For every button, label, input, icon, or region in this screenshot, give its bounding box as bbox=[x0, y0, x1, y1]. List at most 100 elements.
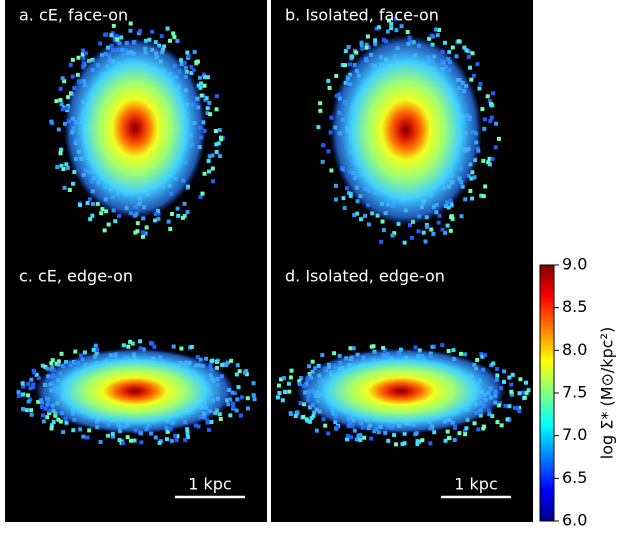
image-pixel bbox=[199, 81, 204, 86]
image-pixel bbox=[58, 98, 63, 103]
image-pixel bbox=[488, 119, 493, 124]
image-pixel bbox=[379, 239, 384, 244]
image-pixel bbox=[286, 381, 291, 386]
image-pixel bbox=[128, 339, 133, 344]
image-pixel bbox=[172, 35, 177, 40]
image-pixel bbox=[466, 49, 471, 54]
image-pixel bbox=[138, 339, 143, 344]
image-pixel bbox=[81, 61, 86, 66]
image-pixel bbox=[430, 344, 435, 349]
image-pixel bbox=[314, 428, 319, 433]
image-pixel bbox=[210, 153, 215, 158]
image-pixel bbox=[448, 228, 453, 233]
image-pixel bbox=[71, 428, 76, 433]
image-pixel bbox=[140, 234, 145, 239]
image-pixel bbox=[193, 423, 198, 428]
image-pixel bbox=[235, 363, 240, 368]
image-pixel bbox=[209, 359, 214, 364]
image-pixel bbox=[210, 179, 215, 184]
image-pixel bbox=[60, 76, 65, 81]
image-pixel bbox=[446, 349, 451, 354]
image-pixel bbox=[173, 433, 178, 438]
image-pixel bbox=[164, 437, 169, 442]
image-pixel bbox=[234, 408, 239, 413]
image-pixel bbox=[362, 435, 367, 440]
image-pixel bbox=[509, 389, 514, 394]
image-pixel bbox=[128, 21, 133, 26]
image-pixel bbox=[332, 351, 337, 356]
image-pixel bbox=[518, 377, 523, 382]
image-pixel bbox=[505, 417, 510, 422]
image-pixel bbox=[85, 435, 90, 440]
image-pixel bbox=[394, 28, 399, 33]
image-pixel bbox=[204, 356, 209, 361]
image-pixel bbox=[427, 36, 432, 41]
image-pixel bbox=[200, 191, 205, 196]
image-pixel bbox=[228, 413, 233, 418]
image-pixel bbox=[225, 360, 230, 365]
image-pixel bbox=[40, 363, 45, 368]
image-pixel bbox=[463, 432, 468, 437]
image-pixel bbox=[431, 232, 436, 237]
image-pixel bbox=[276, 383, 281, 388]
image-pixel bbox=[50, 358, 55, 363]
image-pixel bbox=[59, 351, 64, 356]
image-pixel bbox=[345, 433, 350, 438]
image-pixel bbox=[136, 31, 141, 36]
image-pixel bbox=[442, 40, 447, 45]
image-pixel bbox=[55, 165, 60, 170]
image-pixel bbox=[182, 201, 187, 206]
image-pixel bbox=[522, 395, 527, 400]
image-pixel bbox=[275, 395, 280, 400]
image-pixel bbox=[386, 438, 391, 443]
image-pixel bbox=[374, 26, 379, 31]
image-pixel bbox=[169, 438, 174, 443]
image-pixel bbox=[475, 62, 480, 67]
image-pixel bbox=[112, 38, 117, 43]
image-pixel bbox=[196, 83, 201, 88]
image-pixel bbox=[56, 359, 61, 364]
image-pixel bbox=[385, 29, 390, 34]
galaxy-image bbox=[296, 348, 506, 434]
image-pixel bbox=[450, 216, 455, 221]
image-pixel bbox=[126, 344, 131, 349]
image-pixel bbox=[346, 44, 351, 49]
image-pixel bbox=[169, 211, 174, 216]
image-pixel bbox=[152, 344, 157, 349]
image-pixel bbox=[41, 419, 46, 424]
image-pixel bbox=[432, 430, 437, 435]
image-pixel bbox=[208, 112, 213, 117]
image-pixel bbox=[453, 425, 458, 430]
image-pixel bbox=[176, 213, 181, 218]
image-pixel bbox=[64, 420, 69, 425]
image-pixel bbox=[469, 176, 474, 181]
colorbar-tick-label: 7.5 bbox=[562, 383, 587, 402]
image-pixel bbox=[371, 344, 376, 349]
image-pixel bbox=[462, 45, 467, 50]
image-pixel bbox=[24, 408, 29, 413]
panel-title: a. cE, face-on bbox=[19, 6, 128, 25]
image-pixel bbox=[201, 72, 206, 77]
image-pixel bbox=[203, 98, 208, 103]
image-pixel bbox=[447, 436, 452, 441]
image-pixel bbox=[389, 26, 394, 31]
image-pixel bbox=[392, 231, 397, 236]
image-pixel bbox=[480, 354, 485, 359]
image-pixel bbox=[214, 359, 219, 364]
image-pixel bbox=[307, 364, 312, 369]
image-pixel bbox=[326, 431, 331, 436]
image-pixel bbox=[133, 230, 138, 235]
image-pixel bbox=[499, 423, 504, 428]
image-pixel bbox=[472, 421, 477, 426]
image-pixel bbox=[299, 376, 304, 381]
image-pixel bbox=[135, 229, 140, 234]
image-pixel bbox=[70, 74, 75, 79]
image-pixel bbox=[121, 441, 126, 446]
image-pixel bbox=[486, 160, 491, 165]
image-pixel bbox=[157, 440, 162, 445]
image-pixel bbox=[251, 393, 256, 398]
image-pixel bbox=[117, 437, 122, 442]
image-pixel bbox=[218, 417, 223, 422]
image-pixel bbox=[487, 162, 492, 167]
